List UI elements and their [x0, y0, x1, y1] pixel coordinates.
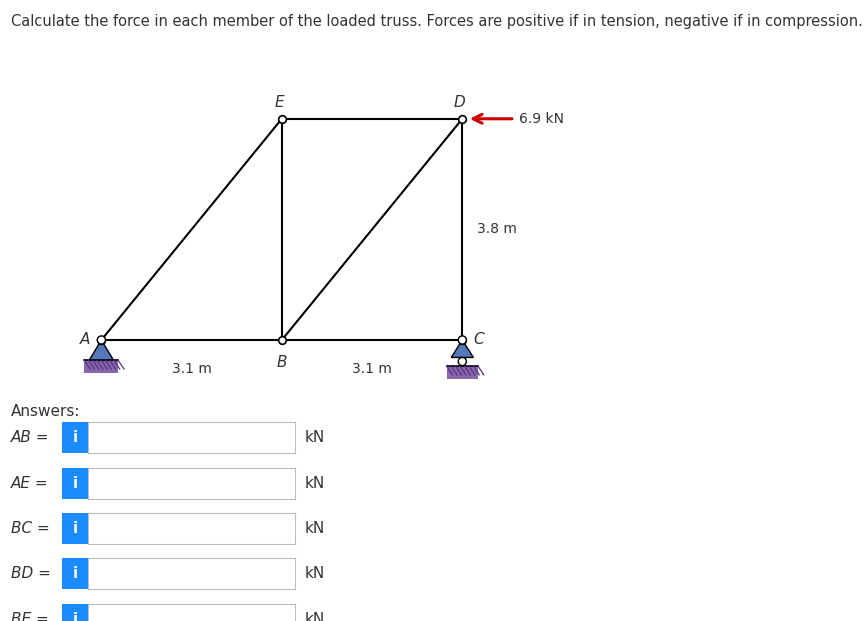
Text: kN: kN — [304, 476, 324, 491]
Text: BE =: BE = — [11, 612, 49, 621]
Text: BC =: BC = — [11, 521, 50, 536]
Text: AB =: AB = — [11, 430, 50, 445]
Text: kN: kN — [304, 566, 324, 581]
Text: i: i — [73, 430, 78, 445]
Text: kN: kN — [304, 612, 324, 621]
Text: B: B — [276, 355, 287, 369]
Circle shape — [98, 336, 105, 344]
Text: BD =: BD = — [11, 566, 51, 581]
Text: C: C — [473, 332, 484, 348]
Text: i: i — [73, 476, 78, 491]
Text: E: E — [274, 95, 283, 110]
Polygon shape — [89, 340, 113, 360]
Text: Calculate the force in each member of the loaded truss. Forces are positive if i: Calculate the force in each member of th… — [11, 14, 863, 29]
Polygon shape — [85, 360, 118, 373]
Text: i: i — [73, 566, 78, 581]
Polygon shape — [451, 340, 473, 358]
Text: 3.8 m: 3.8 m — [477, 222, 517, 237]
Polygon shape — [447, 366, 478, 379]
Text: i: i — [73, 612, 78, 621]
Text: kN: kN — [304, 430, 324, 445]
Text: 6.9 kN: 6.9 kN — [519, 112, 564, 126]
Text: Answers:: Answers: — [11, 404, 80, 419]
Text: 3.1 m: 3.1 m — [353, 362, 392, 376]
Circle shape — [458, 358, 467, 366]
Text: kN: kN — [304, 521, 324, 536]
Circle shape — [458, 336, 467, 344]
Text: AE =: AE = — [11, 476, 49, 491]
Text: 3.1 m: 3.1 m — [172, 362, 212, 376]
Text: D: D — [454, 95, 466, 110]
Text: A: A — [79, 332, 90, 348]
Text: i: i — [73, 521, 78, 536]
